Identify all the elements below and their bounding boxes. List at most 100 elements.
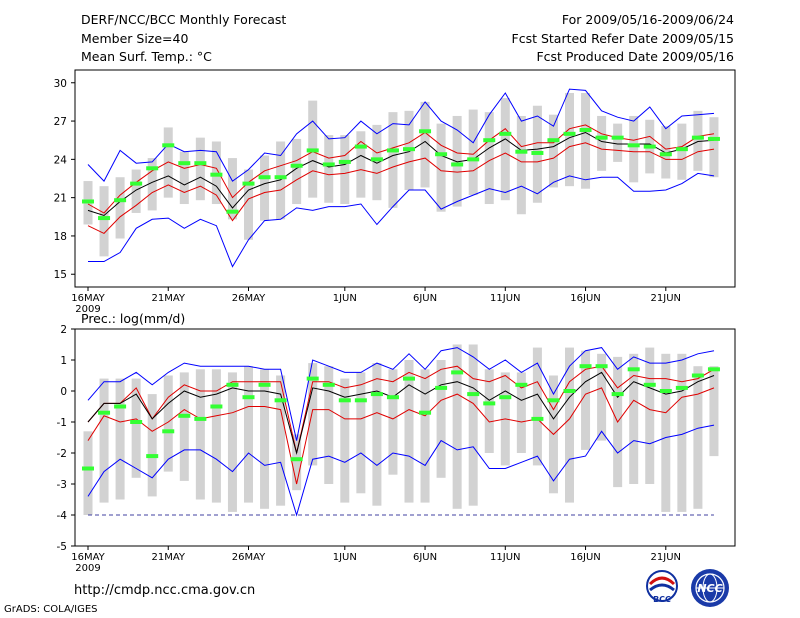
panel1-spread-bar	[581, 92, 591, 189]
panel1-y-tick-label: 15	[54, 269, 67, 281]
panel2-median-marker	[210, 404, 223, 409]
panel1-spread-bar	[436, 123, 446, 212]
panel1-median-marker	[419, 129, 432, 134]
panel2-median-marker	[595, 364, 608, 369]
panel1-spread-bar	[516, 115, 526, 215]
panel2-spread-bar	[677, 353, 687, 512]
bcc-logo: BCC	[646, 570, 678, 604]
panel2-x-tick-label: 6JUN	[413, 552, 437, 563]
panel1-median-marker	[435, 152, 448, 157]
panel2-plot-frame	[74, 328, 736, 547]
panel2-median-marker	[338, 398, 351, 403]
panel1-spread-bar	[597, 115, 607, 171]
panel1-median-marker	[627, 143, 640, 148]
panel1-median-marker	[451, 162, 464, 167]
panel2-y-tick-label: 2	[60, 324, 67, 336]
panel1-median-marker	[290, 163, 303, 168]
panel1-median-marker	[515, 149, 528, 154]
panel2-spread-bar	[661, 353, 671, 512]
panel2-y-tick-label: 1	[60, 355, 67, 367]
panel2-spread-bar	[131, 378, 141, 478]
panel2-median-marker	[82, 466, 94, 471]
panel2-median-marker	[547, 398, 560, 403]
bcc-logo-text: BCC	[653, 595, 671, 604]
panel2-spread-bar	[244, 366, 253, 503]
panel2-y-tick-label: -1	[57, 417, 67, 429]
panel2-spread-bar	[597, 353, 607, 441]
panel1-series-upper-quartile	[87, 124, 715, 214]
panel2-median-marker	[467, 392, 480, 397]
panel1-median-marker	[483, 138, 496, 143]
panel1-median-marker	[354, 144, 367, 149]
panel2-spread-bar	[163, 375, 173, 472]
source-url[interactable]: http://cmdp.ncc.cma.gov.cn	[74, 583, 256, 598]
panel2-median-marker	[515, 382, 528, 387]
panel1-median-marker	[98, 216, 111, 221]
panel2-median-marker	[162, 429, 175, 434]
panel1-median-marker	[210, 172, 223, 177]
panel2-x-tick-label: 26MAY	[232, 552, 266, 563]
panel1-spread-bar	[356, 131, 366, 198]
panel2-spread-bar	[452, 344, 462, 509]
panel2-x-tick-label: 16JUN	[570, 552, 600, 563]
panel2-median-marker	[306, 376, 319, 381]
panel2-spread-bar	[420, 369, 430, 503]
panel1-median-marker	[162, 143, 175, 148]
panel2-y-tick-label: 0	[60, 386, 67, 398]
panel2-series-lower-quartile	[87, 387, 715, 485]
panel2-series-upper-quartile	[87, 365, 715, 454]
panel2-median-marker	[178, 413, 191, 418]
panel1-median-marker	[499, 131, 512, 136]
panel1-y-tick-label: 30	[54, 78, 67, 90]
panel2-median-marker	[627, 367, 640, 372]
panel2-median-marker	[194, 416, 207, 421]
panel2-spread-bar	[195, 369, 205, 500]
panel1-median-marker	[386, 148, 399, 153]
panel2-median-marker	[146, 454, 159, 459]
panel2-median-marker	[354, 398, 367, 403]
panel1-spread-bar	[115, 177, 125, 239]
panel1-y-tick-label: 27	[54, 116, 67, 128]
panel2-spread-bar	[292, 434, 302, 491]
panel2-spread-bar	[372, 363, 382, 506]
panel1-median-marker	[194, 161, 207, 166]
panel1-spread-bar	[613, 123, 623, 162]
chart-title: DERF/NCC/BCC Monthly Forecast	[81, 12, 287, 27]
panel2-median-marker	[499, 395, 512, 400]
panel1-median-marker	[467, 157, 480, 162]
panel1-median-marker	[531, 150, 544, 155]
panel2-spread-bar	[629, 353, 639, 484]
panel1-median-marker	[611, 135, 624, 140]
panel1-series-max	[87, 88, 715, 182]
panel1-spread-bar	[340, 135, 350, 205]
panel2-series-min	[87, 424, 715, 517]
panel1-median-marker	[226, 209, 239, 214]
panel1-median-marker	[403, 147, 415, 152]
ncc-logo: NCC	[691, 569, 729, 607]
panel2-spread-bar	[484, 369, 494, 453]
panel1-spread-bar	[452, 115, 462, 207]
panel2-median-marker	[451, 370, 464, 375]
panel2-median-marker	[322, 382, 335, 387]
panel2-median-marker	[691, 373, 704, 378]
panel2-spread-bar	[308, 363, 318, 466]
panel2-spread-bar	[468, 344, 478, 506]
panel1-spread-bar	[147, 158, 157, 211]
panel2-median-marker	[242, 395, 255, 400]
panel1-median-marker	[114, 198, 127, 203]
panel1-spread-bar	[244, 169, 253, 240]
panel2-y-tick-label: -4	[57, 510, 68, 522]
panel1-y-tick-label: 24	[54, 154, 68, 166]
panel2-spread-bar	[211, 369, 221, 503]
panel1-series-min	[88, 172, 715, 268]
panel1-spread-bar	[99, 186, 109, 257]
panel2-title: Prec.: log(mm/d)	[81, 311, 185, 326]
panel2-series-max	[87, 347, 715, 441]
panel1-median-marker	[242, 181, 255, 186]
refer-date: Fcst Started Refer Date 2009/05/15	[511, 31, 735, 46]
panel1-spread-bar	[629, 115, 639, 183]
panel1-x-tick-label: 11JUN	[490, 293, 520, 304]
panel2-spread-bar	[709, 366, 719, 457]
panel1-x-tick-label: 16MAY	[71, 293, 105, 304]
